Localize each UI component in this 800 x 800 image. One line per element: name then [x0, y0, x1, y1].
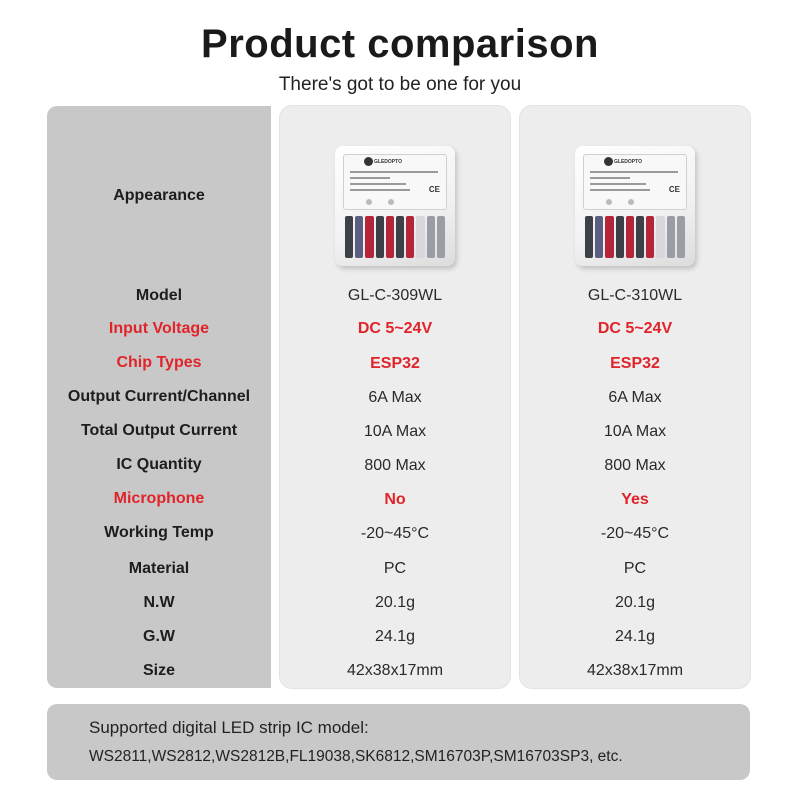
device-brand: GLEDOPTO — [614, 159, 642, 165]
ic-quantity-value: 800 Max — [364, 457, 426, 474]
input-voltage-value: DC 5~24V — [357, 320, 433, 337]
product-column-2: GLEDOPTO CE GL-C-310WL DC 5~24V ESP32 6A… — [520, 106, 750, 688]
label-output-current-channel: Output Current/Channel — [67, 388, 251, 405]
product-column-1: GLEDOPTO CE GL-C-309WL DC 5~24V ESP32 6A… — [280, 106, 510, 688]
ce-mark: CE — [428, 185, 440, 194]
material-value: PC — [383, 560, 407, 577]
supported-ic-heading: Supported digital LED strip IC model: — [89, 718, 369, 737]
supported-ic-panel: Supported digital LED strip IC model: WS… — [47, 704, 750, 780]
material-value: PC — [623, 560, 647, 577]
device-image: GLEDOPTO CE — [335, 146, 455, 276]
input-voltage-value: DC 5~24V — [597, 320, 673, 337]
label-appearance: Appearance — [113, 187, 205, 204]
label-gw: G.W — [143, 628, 175, 645]
model-value: GL-C-310WL — [587, 287, 683, 304]
device-brand: GLEDOPTO — [374, 159, 402, 165]
label-model: Model — [135, 287, 183, 304]
working-temp-value: -20~45°C — [600, 525, 670, 542]
label-ic-quantity: IC Quantity — [116, 456, 202, 473]
microphone-value: No — [384, 491, 406, 508]
working-temp-value: -20~45°C — [360, 525, 430, 542]
chip-types-value: ESP32 — [370, 355, 420, 372]
microphone-value: Yes — [621, 491, 649, 508]
label-nw: N.W — [143, 594, 175, 611]
size-value: 42x38x17mm — [586, 662, 684, 679]
supported-ic-models: WS2811,WS2812,WS2812B,FL19038,SK6812,SM1… — [89, 748, 623, 765]
label-total-output-current: Total Output Current — [80, 422, 238, 439]
chip-types-value: ESP32 — [610, 355, 660, 372]
page-title: Product comparison — [201, 22, 599, 66]
label-input-voltage: Input Voltage — [108, 320, 210, 337]
label-microphone: Microphone — [113, 490, 205, 507]
device-image: GLEDOPTO CE — [575, 146, 695, 276]
nw-value: 20.1g — [614, 594, 656, 611]
page-subtitle: There's got to be one for you — [278, 74, 522, 95]
gw-value: 24.1g — [614, 628, 656, 645]
spec-labels-panel: Appearance Model Input Voltage Chip Type… — [47, 106, 271, 688]
label-chip-types: Chip Types — [116, 354, 202, 371]
total-output-current-value: 10A Max — [603, 423, 667, 440]
gw-value: 24.1g — [374, 628, 416, 645]
ce-mark: CE — [668, 185, 680, 194]
ic-quantity-value: 800 Max — [604, 457, 666, 474]
nw-value: 20.1g — [374, 594, 416, 611]
label-working-temp: Working Temp — [104, 524, 214, 541]
label-size: Size — [142, 662, 175, 679]
output-current-channel-value: 6A Max — [608, 389, 662, 406]
total-output-current-value: 10A Max — [363, 423, 427, 440]
model-value: GL-C-309WL — [347, 287, 443, 304]
label-material: Material — [128, 560, 190, 577]
output-current-channel-value: 6A Max — [368, 389, 422, 406]
size-value: 42x38x17mm — [346, 662, 444, 679]
